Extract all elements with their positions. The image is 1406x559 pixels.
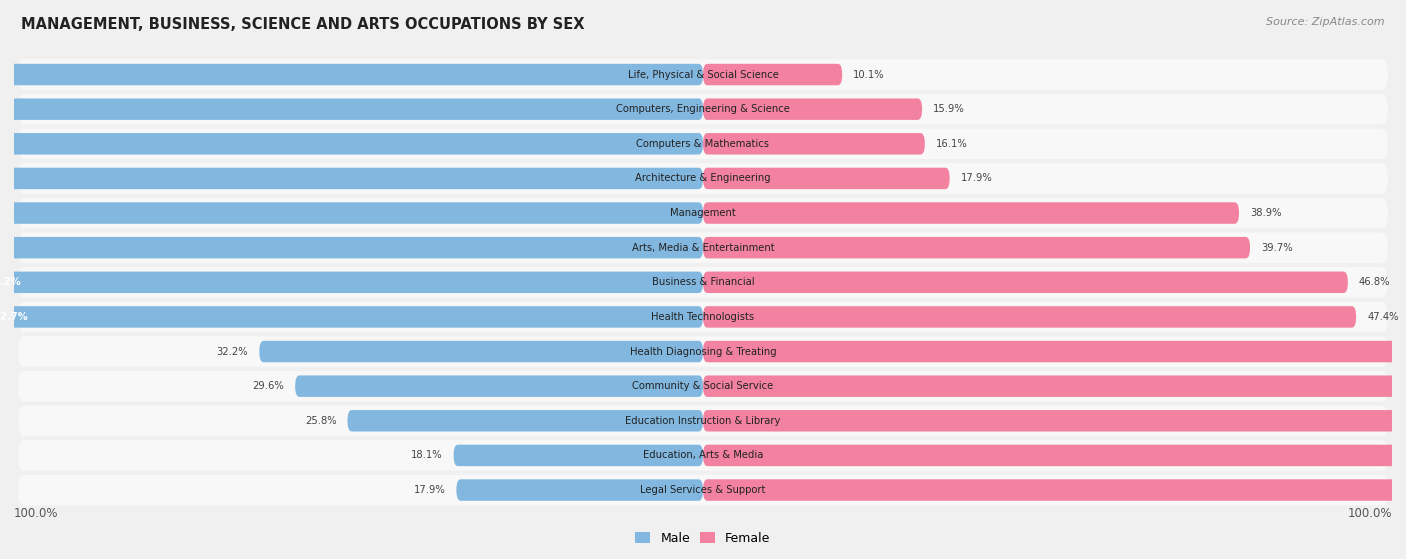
FancyBboxPatch shape bbox=[703, 237, 1250, 258]
FancyBboxPatch shape bbox=[0, 98, 703, 120]
FancyBboxPatch shape bbox=[18, 198, 1388, 228]
FancyBboxPatch shape bbox=[18, 59, 1388, 90]
FancyBboxPatch shape bbox=[0, 168, 703, 189]
Text: Education, Arts & Media: Education, Arts & Media bbox=[643, 451, 763, 461]
FancyBboxPatch shape bbox=[457, 479, 703, 501]
Text: 10.1%: 10.1% bbox=[853, 69, 884, 79]
FancyBboxPatch shape bbox=[703, 202, 1239, 224]
FancyBboxPatch shape bbox=[454, 445, 703, 466]
Text: Health Diagnosing & Treating: Health Diagnosing & Treating bbox=[630, 347, 776, 357]
Text: 29.6%: 29.6% bbox=[252, 381, 284, 391]
FancyBboxPatch shape bbox=[703, 133, 925, 154]
Text: 25.8%: 25.8% bbox=[305, 416, 336, 426]
FancyBboxPatch shape bbox=[18, 163, 1388, 193]
Text: 53.2%: 53.2% bbox=[0, 277, 21, 287]
Text: 17.9%: 17.9% bbox=[413, 485, 446, 495]
Text: Arts, Media & Entertainment: Arts, Media & Entertainment bbox=[631, 243, 775, 253]
FancyBboxPatch shape bbox=[0, 202, 703, 224]
Text: 47.4%: 47.4% bbox=[1367, 312, 1399, 322]
FancyBboxPatch shape bbox=[703, 341, 1406, 362]
FancyBboxPatch shape bbox=[703, 272, 1348, 293]
FancyBboxPatch shape bbox=[18, 233, 1388, 263]
Text: Community & Social Service: Community & Social Service bbox=[633, 381, 773, 391]
FancyBboxPatch shape bbox=[18, 440, 1388, 471]
Text: 46.8%: 46.8% bbox=[1358, 277, 1391, 287]
Text: 18.1%: 18.1% bbox=[411, 451, 443, 461]
Text: 39.7%: 39.7% bbox=[1261, 243, 1292, 253]
FancyBboxPatch shape bbox=[347, 410, 703, 432]
Text: Architecture & Engineering: Architecture & Engineering bbox=[636, 173, 770, 183]
FancyBboxPatch shape bbox=[703, 168, 949, 189]
FancyBboxPatch shape bbox=[295, 376, 703, 397]
FancyBboxPatch shape bbox=[0, 237, 703, 258]
Text: Health Technologists: Health Technologists bbox=[651, 312, 755, 322]
FancyBboxPatch shape bbox=[703, 98, 922, 120]
FancyBboxPatch shape bbox=[18, 406, 1388, 436]
Text: 15.9%: 15.9% bbox=[934, 104, 965, 114]
FancyBboxPatch shape bbox=[18, 94, 1388, 125]
FancyBboxPatch shape bbox=[703, 376, 1406, 397]
Text: 17.9%: 17.9% bbox=[960, 173, 993, 183]
Text: MANAGEMENT, BUSINESS, SCIENCE AND ARTS OCCUPATIONS BY SEX: MANAGEMENT, BUSINESS, SCIENCE AND ARTS O… bbox=[21, 17, 585, 32]
FancyBboxPatch shape bbox=[18, 267, 1388, 297]
Text: 100.0%: 100.0% bbox=[1347, 507, 1392, 520]
Text: 52.7%: 52.7% bbox=[0, 312, 28, 322]
FancyBboxPatch shape bbox=[259, 341, 703, 362]
Text: Business & Financial: Business & Financial bbox=[652, 277, 754, 287]
FancyBboxPatch shape bbox=[18, 302, 1388, 332]
Text: Management: Management bbox=[671, 208, 735, 218]
FancyBboxPatch shape bbox=[703, 306, 1357, 328]
Text: Source: ZipAtlas.com: Source: ZipAtlas.com bbox=[1267, 17, 1385, 27]
Text: 32.2%: 32.2% bbox=[217, 347, 249, 357]
FancyBboxPatch shape bbox=[18, 129, 1388, 159]
Text: 38.9%: 38.9% bbox=[1250, 208, 1281, 218]
FancyBboxPatch shape bbox=[18, 475, 1388, 505]
FancyBboxPatch shape bbox=[703, 445, 1406, 466]
Text: Education Instruction & Library: Education Instruction & Library bbox=[626, 416, 780, 426]
Text: Computers & Mathematics: Computers & Mathematics bbox=[637, 139, 769, 149]
FancyBboxPatch shape bbox=[703, 64, 842, 86]
Legend: Male, Female: Male, Female bbox=[630, 527, 776, 550]
Text: Legal Services & Support: Legal Services & Support bbox=[640, 485, 766, 495]
Text: Life, Physical & Social Science: Life, Physical & Social Science bbox=[627, 69, 779, 79]
FancyBboxPatch shape bbox=[0, 64, 703, 86]
FancyBboxPatch shape bbox=[0, 306, 703, 328]
Text: 16.1%: 16.1% bbox=[936, 139, 967, 149]
FancyBboxPatch shape bbox=[0, 133, 703, 154]
FancyBboxPatch shape bbox=[703, 479, 1406, 501]
FancyBboxPatch shape bbox=[0, 272, 703, 293]
Text: Computers, Engineering & Science: Computers, Engineering & Science bbox=[616, 104, 790, 114]
FancyBboxPatch shape bbox=[18, 371, 1388, 401]
FancyBboxPatch shape bbox=[18, 337, 1388, 367]
Text: 100.0%: 100.0% bbox=[14, 507, 59, 520]
FancyBboxPatch shape bbox=[703, 410, 1406, 432]
